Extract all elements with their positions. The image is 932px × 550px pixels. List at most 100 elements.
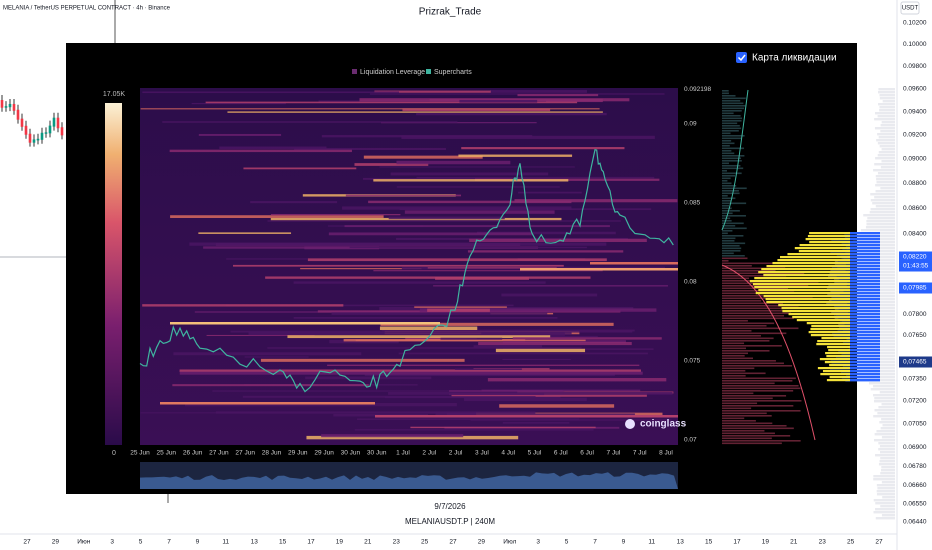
white-bar: [870, 199, 895, 202]
time-label: 5: [139, 539, 143, 546]
yellow-bar: [807, 235, 850, 238]
heatmap-band: [354, 429, 594, 431]
time-label: 21: [364, 539, 372, 546]
heatmap-band: [184, 402, 457, 407]
heatmap-band: [321, 135, 533, 138]
liq-bar: [722, 255, 745, 257]
price-label: 0.09600: [903, 85, 927, 92]
heatmap-band: [329, 339, 399, 344]
price-label: 0.06900: [903, 444, 927, 451]
heatmap-band: [162, 121, 458, 123]
liq-bar: [722, 397, 773, 400]
heatmap-band: [427, 308, 490, 312]
liq-bar: [722, 235, 744, 237]
liq-bar: [722, 230, 733, 232]
candle-body: [20, 118, 24, 127]
liq-bar: [722, 172, 742, 175]
date-caption: 9/7/2026: [434, 502, 466, 511]
candle-body: [12, 103, 16, 111]
liq-bar: [722, 177, 731, 180]
yellow-bar: [826, 355, 850, 358]
liq-bar: [722, 95, 736, 97]
liq-bar: [722, 385, 799, 387]
symbol-header: MELANIA / TetherUS PERPETUAL CONTRACT · …: [3, 6, 171, 12]
checkbox[interactable]: [736, 52, 747, 63]
liq-bar: [722, 237, 736, 240]
liq-bar: [722, 182, 732, 185]
yellow-bar: [787, 253, 850, 256]
heatmap-band: [464, 397, 587, 402]
yellow-bar: [779, 256, 850, 259]
liq-bar: [722, 105, 746, 107]
heatmap-band: [225, 304, 514, 307]
liq-bar: [722, 227, 747, 230]
time-label: 27: [449, 539, 457, 546]
liq-bar: [722, 410, 801, 412]
heatmap-band: [402, 108, 551, 112]
heatmap-band: [328, 232, 532, 236]
heatmap-band: [416, 176, 655, 179]
liq-bar: [722, 262, 789, 265]
heatmap-band: [205, 101, 578, 104]
white-bar: [880, 166, 895, 169]
white-bar: [876, 493, 895, 496]
yellow-bar: [805, 238, 850, 241]
liq-bar: [722, 345, 782, 347]
heatmap-band: [379, 166, 575, 168]
liq-bar: [722, 242, 746, 245]
price-label: 0.07350: [903, 375, 927, 382]
yellow-bar: [781, 307, 850, 310]
heatmap-band: [293, 281, 546, 284]
white-bar: [873, 478, 895, 481]
heatmap-band: [198, 133, 282, 136]
blue-bar: [845, 244, 880, 247]
heatmap-band: [384, 396, 536, 399]
liq-bar: [722, 287, 789, 290]
candle-body: [0, 100, 4, 108]
heatmap-band: [380, 322, 614, 326]
time-label: 9: [622, 539, 626, 546]
time-label: 29: [52, 539, 60, 546]
watermark: coinglass: [640, 419, 687, 430]
price-label: 0.09000: [903, 156, 927, 163]
yellow-bar: [755, 292, 850, 295]
liq-bar: [722, 300, 762, 302]
blue-bar: [834, 304, 880, 307]
heatmap-band: [520, 268, 678, 271]
liq-bar: [722, 267, 786, 270]
yellow-bar: [808, 331, 850, 334]
liq-bar: [722, 115, 741, 117]
heatmap-band: [502, 422, 570, 424]
heatmap-band: [219, 146, 327, 150]
yellow-bar: [798, 250, 850, 253]
heatmap-band: [355, 339, 586, 342]
white-bar: [880, 130, 895, 133]
heatmap-band: [375, 415, 678, 418]
candle-body: [52, 117, 56, 127]
heatmap-band: [512, 337, 662, 340]
white-bar: [875, 112, 895, 115]
time-label: 13: [677, 539, 685, 546]
left-candles: [0, 95, 64, 147]
price-label: 0.07650: [903, 332, 927, 339]
liq-bar: [722, 157, 742, 160]
blue-bar: [838, 349, 880, 352]
candle-body: [48, 125, 52, 134]
yellow-bar: [782, 310, 850, 313]
liq-bar: [722, 440, 801, 442]
yellow-bar: [809, 241, 850, 244]
time-label: Июл: [503, 539, 516, 546]
heatmap-price-label: 0.075: [684, 358, 701, 365]
white-bar: [873, 385, 895, 388]
liq-bar: [722, 190, 739, 192]
heatmap-band: [191, 102, 286, 105]
white-bar: [870, 208, 895, 211]
heatmap-band: [368, 200, 572, 204]
candle-body: [28, 133, 32, 143]
heatmap-band: [363, 155, 483, 159]
price-label: 0.06780: [903, 463, 927, 470]
white-bar: [881, 481, 895, 484]
toggle-label[interactable]: Карта ликвидации: [752, 53, 837, 64]
liq-bar: [722, 290, 795, 292]
blue-bar: [840, 319, 880, 322]
